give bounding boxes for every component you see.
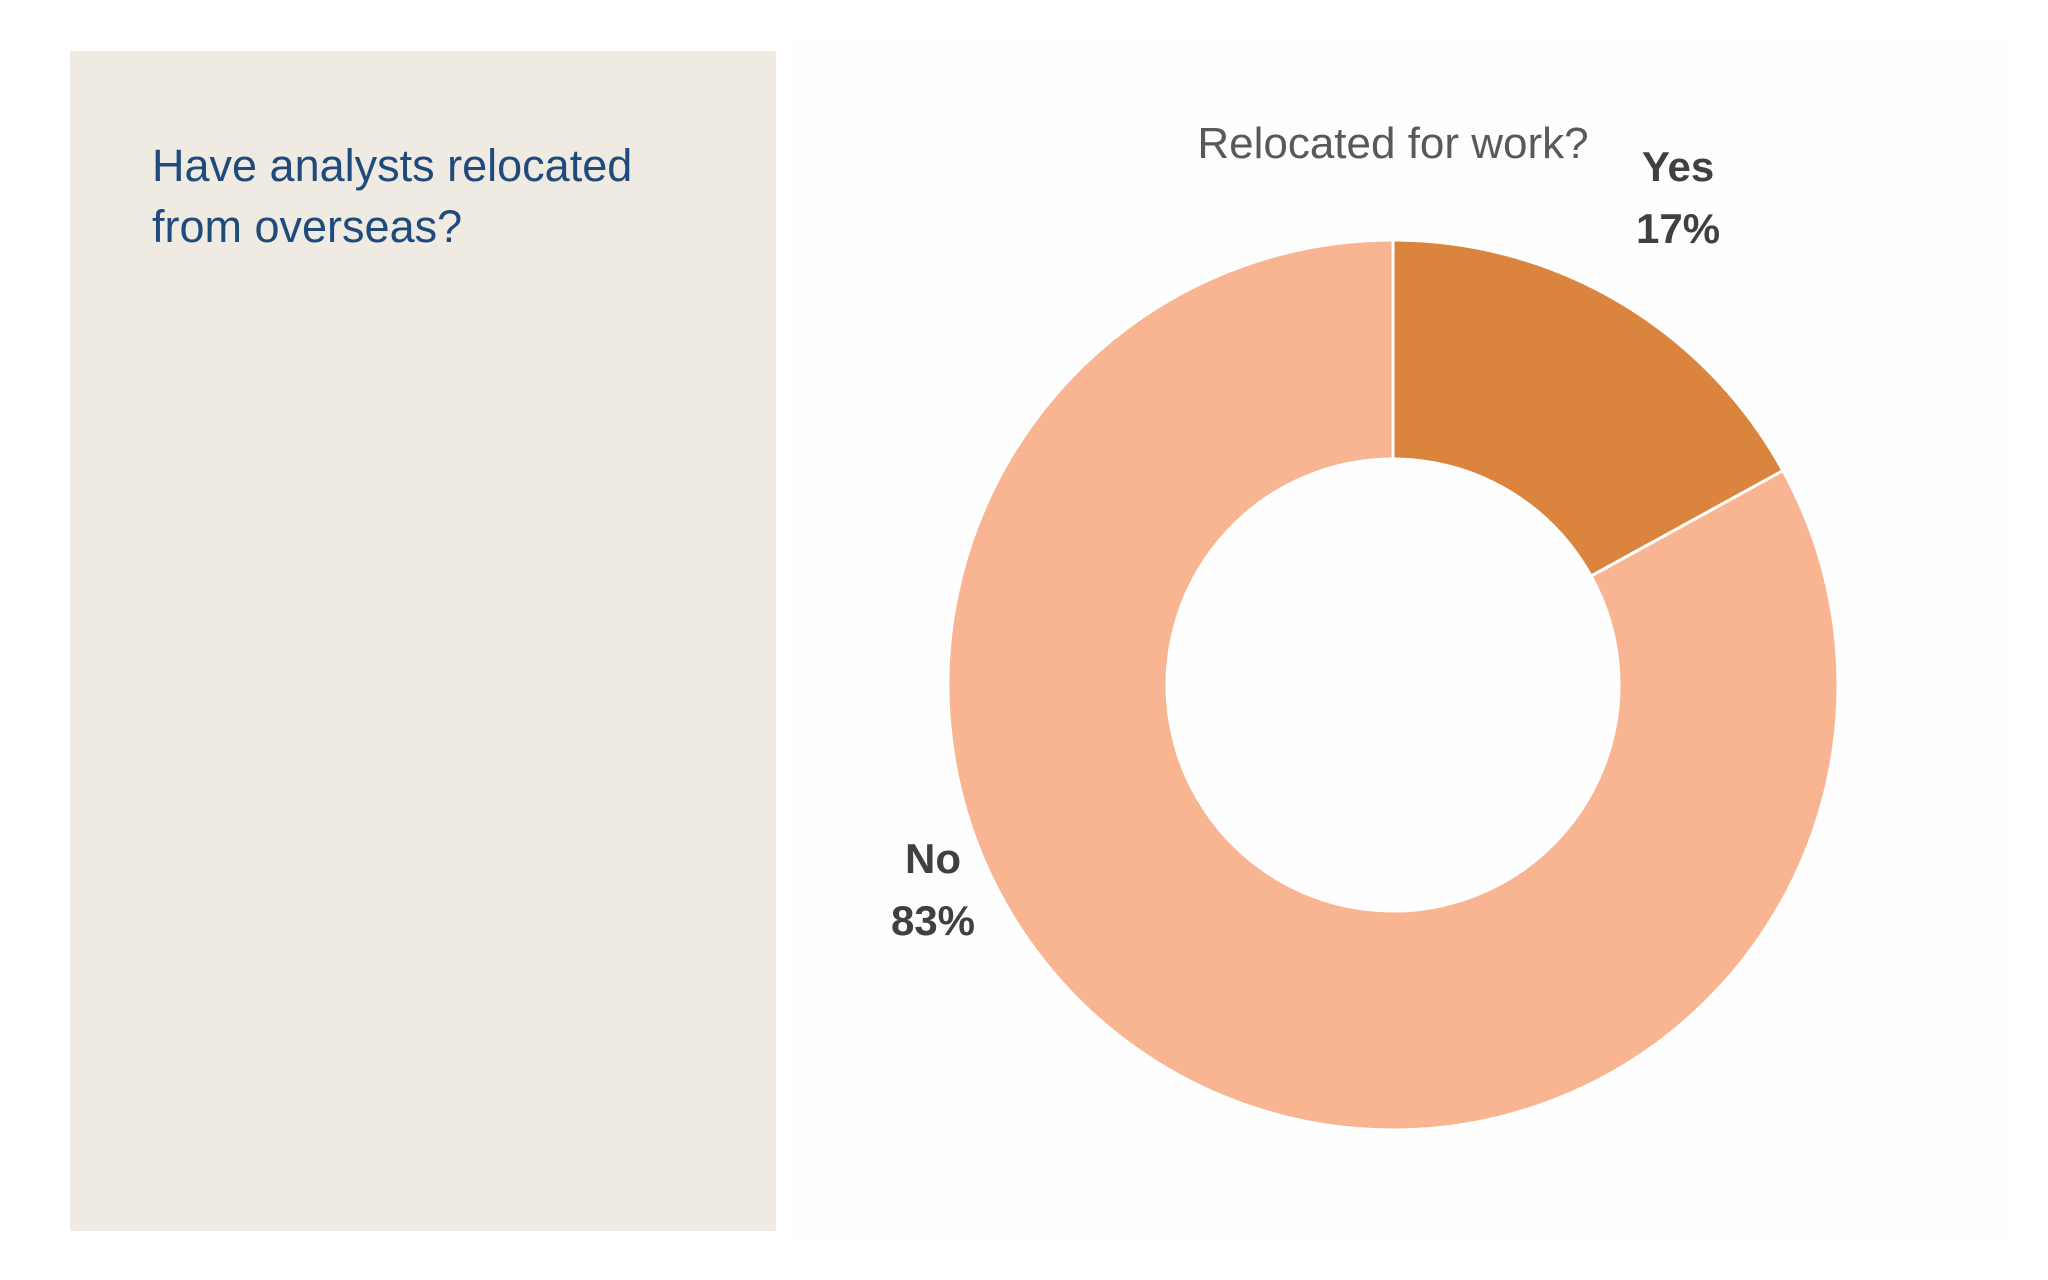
data-label-no-category: No xyxy=(905,835,961,882)
donut-slice-yes xyxy=(1391,238,1785,579)
data-label-no-percent: 83% xyxy=(891,897,975,944)
donut-chart: Relocated for work? Yes 17% No 83% xyxy=(891,119,1840,1132)
data-label-yes-percent: 17% xyxy=(1636,205,1720,252)
labels-group: Yes 17% No 83% xyxy=(891,143,1720,944)
chart-title: Relocated for work? xyxy=(1197,119,1588,168)
chart-area: Relocated for work? Yes 17% No 83% xyxy=(790,40,2010,1240)
donut-slice-no xyxy=(946,238,1840,1132)
side-panel: Have analysts relocated from overseas? xyxy=(70,51,776,1231)
data-label-yes-category: Yes xyxy=(1642,143,1714,190)
slices-group xyxy=(946,238,1840,1132)
side-question: Have analysts relocated from overseas? xyxy=(152,140,633,252)
